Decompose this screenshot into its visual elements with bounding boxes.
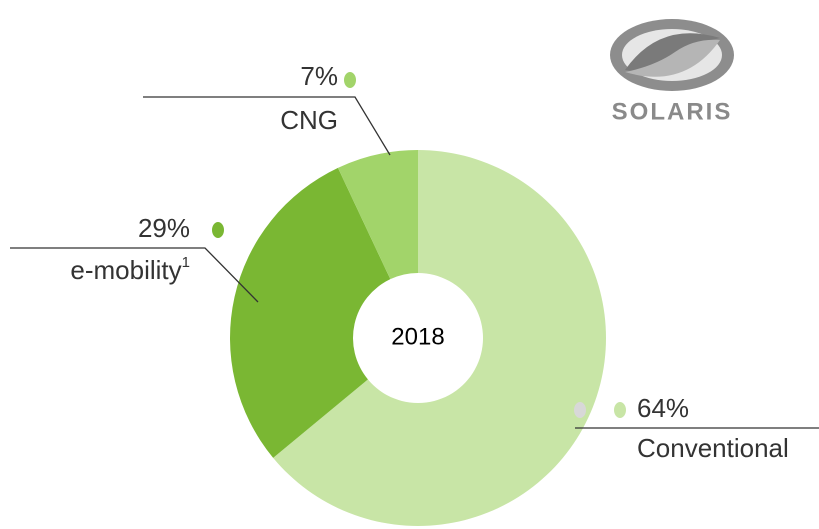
value-label: 64% <box>637 393 689 423</box>
donut-segment <box>230 167 391 458</box>
donut-segment <box>273 150 606 527</box>
category-name: CNG <box>280 105 338 135</box>
footnote-mark: 1 <box>182 254 190 271</box>
legend-dot <box>212 222 224 238</box>
center-label: 2018 <box>391 323 444 350</box>
logo: SOLARIS <box>610 19 734 125</box>
legend-dot <box>574 402 586 418</box>
value-label: 29% <box>138 213 190 243</box>
category-label: CNG <box>280 105 338 135</box>
category-label: Conventional <box>637 433 789 463</box>
legend-dot <box>614 402 626 418</box>
category-label: e-mobility1 <box>70 254 190 285</box>
leader-line <box>143 96 391 156</box>
category-name: Conventional <box>637 433 789 463</box>
logo-swoosh <box>625 39 720 77</box>
donut-segment <box>337 150 418 280</box>
legend-dot <box>344 72 356 88</box>
value-label: 7% <box>300 61 338 91</box>
logo-text: SOLARIS <box>612 98 733 125</box>
leader-line <box>10 247 259 303</box>
category-name: e-mobility <box>70 255 181 285</box>
